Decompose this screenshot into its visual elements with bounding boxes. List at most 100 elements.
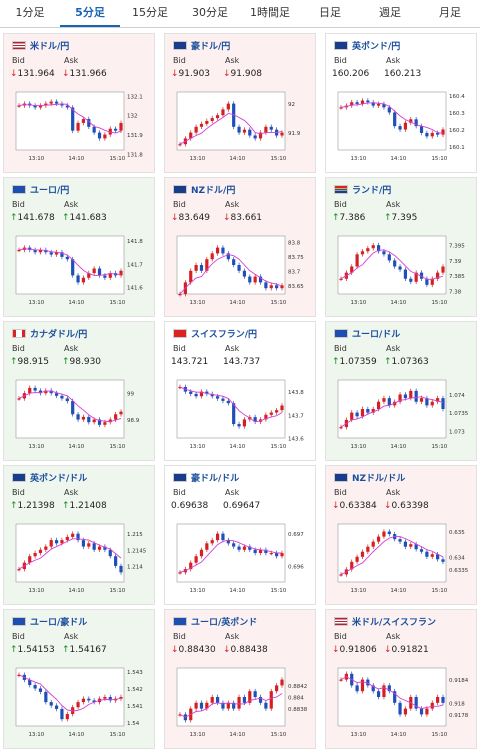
tab-1[interactable]: 5分足 (60, 0, 120, 27)
pair-card[interactable]: ユーロ/豪ドル Bid Ask ↑1.54153 ↑1.54167 1.543 1.542 1… (3, 609, 155, 749)
candle-body (87, 273, 91, 278)
candle-body (199, 265, 204, 271)
pair-name[interactable]: スイスフラン/円 (191, 330, 258, 340)
candle-body (60, 540, 64, 544)
pair-card[interactable]: ユーロ/英ポンド Bid Ask ↓0.88430 ↓0.88438 0.8842 0.88… (164, 609, 316, 749)
price-chart[interactable]: 141.8 141.7 141.6 13:10 14:10 15:10 (12, 232, 150, 308)
candle-body (76, 275, 80, 283)
tab-7[interactable]: 月足 (439, 6, 461, 19)
pair-card[interactable]: 英ポンド/円 Bid Ask 160.206 160.213 160.4 160.3 160.… (325, 33, 477, 173)
price-chart[interactable]: 0.635 0.634 0.6335 13:10 14:10 15:10 (334, 520, 472, 596)
pair-name[interactable]: ユーロ/英ポンド (191, 618, 258, 628)
flag-icon (334, 329, 348, 338)
pair-name[interactable]: 豪ドル/ドル (191, 474, 240, 484)
pair-card[interactable]: ユーロ/円 Bid Ask ↑141.678 ↑141.683 141.8 141.7 141… (3, 177, 155, 317)
plot-area (176, 523, 286, 583)
pair-name[interactable]: NZドル/円 (191, 186, 236, 196)
x-tick-label: 14:10 (68, 732, 84, 738)
pair-card[interactable]: ユーロ/ドル Bid Ask ↑1.07359 ↑1.07363 1.074 1.0735 1… (325, 321, 477, 461)
candle-body (38, 549, 43, 553)
pair-card[interactable]: ランド/円 Bid Ask ↑7.386 ↑7.395 7.395 7.39 7.385 7.3… (325, 177, 477, 317)
pair-card[interactable]: 豪ドル/ドル Bid Ask 0.69638 0.69647 0.697 0.696 13:1… (164, 465, 316, 605)
candle-body (275, 410, 279, 413)
price-chart[interactable]: 1.215 1.2145 1.214 13:10 14:10 15:10 (12, 520, 150, 596)
price-chart[interactable]: 1.074 1.0735 1.073 13:10 14:10 15:10 (334, 376, 472, 452)
price-chart[interactable]: 132.1 132 131.9 131.8 13:10 14:10 15:10 (12, 88, 150, 164)
bid-label: Bid (173, 488, 186, 497)
pair-name[interactable]: 豪ドル/円 (191, 42, 231, 52)
bid-value: 0.63384 (339, 501, 377, 511)
x-tick-label: 15:10 (109, 588, 125, 594)
plot-area (337, 379, 447, 439)
bid-value: 141.678 (17, 213, 55, 223)
pair-name[interactable]: 英ポンド/ドル (30, 474, 88, 484)
price-chart[interactable]: 1.543 1.542 1.541 1.54 13:10 14:10 15:10 (12, 664, 150, 740)
down-arrow-icon: ↓ (332, 645, 340, 655)
candle-body (398, 539, 402, 542)
price-chart[interactable]: 7.395 7.39 7.385 7.38 13:10 14:10 15:10 (334, 232, 472, 308)
pair-name[interactable]: 米ドル/スイスフラン (352, 618, 437, 628)
pair-name[interactable]: 英ポンド/円 (352, 42, 401, 52)
bid-ask-values: ↑141.678 ↑141.683 (10, 213, 114, 223)
price-chart[interactable]: 92 91.9 13:10 14:10 15:10 (173, 88, 311, 164)
tab-3[interactable]: 30分足 (192, 6, 228, 19)
candle-body (360, 679, 365, 692)
pair-card[interactable]: スイスフラン/円 Bid Ask 143.721 143.737 143.8 143.7 14… (164, 321, 316, 461)
candle-body (253, 549, 257, 553)
candle-body (87, 416, 91, 423)
tab-5[interactable]: 日足 (319, 6, 341, 19)
pair-card[interactable]: NZドル/円 Bid Ask ↓83.649 ↓83.661 83.8 83.75 83.7 8… (164, 177, 316, 317)
pair-name[interactable]: カナダドル/円 (30, 330, 88, 340)
pair-card[interactable]: 米ドル/円 Bid Ask ↓131.964 ↓131.966 132.1 132 131.9… (3, 33, 155, 173)
pair-name[interactable]: NZドル/ドル (352, 474, 406, 484)
y-tick-label: 0.8838 (288, 707, 308, 713)
x-tick-label: 13:10 (189, 156, 205, 162)
ask-value: 0.63398 (391, 501, 429, 511)
candle-body (54, 101, 59, 104)
tab-2[interactable]: 15分足 (132, 6, 168, 19)
tab-6[interactable]: 週足 (379, 6, 401, 19)
candle-body (189, 562, 193, 570)
y-tick-label: 141.6 (127, 286, 143, 292)
ask-value: 83.661 (230, 213, 263, 223)
tab-0[interactable]: 1分足 (15, 6, 45, 19)
candle-body (242, 129, 247, 133)
y-tick-label: 83.8 (288, 240, 301, 246)
candle-body (248, 129, 252, 136)
flag-icon (12, 329, 26, 338)
flag-icon (173, 473, 187, 482)
candle-body (280, 405, 284, 411)
price-chart[interactable]: 0.697 0.696 13:10 14:10 15:10 (173, 520, 311, 596)
candle-body (44, 249, 48, 253)
pair-name[interactable]: ユーロ/ドル (352, 330, 401, 340)
candle-body (382, 398, 386, 402)
x-tick-label: 13:10 (350, 156, 366, 162)
price-chart[interactable]: 0.8842 0.884 0.8838 13:10 14:10 15:10 (173, 664, 311, 740)
tab-4[interactable]: 1時間足 (250, 6, 290, 19)
pair-name[interactable]: ユーロ/豪ドル (30, 618, 88, 628)
bid-label: Bid (173, 632, 186, 641)
bid-ask-values: ↓0.91806 ↓0.91821 (332, 645, 436, 655)
pair-name[interactable]: ランド/円 (352, 186, 392, 196)
price-chart[interactable]: 143.8 143.7 143.6 13:10 14:10 15:10 (173, 376, 311, 452)
candle-body (44, 390, 48, 394)
price-chart[interactable]: 83.8 83.75 83.7 83.65 13:10 14:10 15:10 (173, 232, 311, 308)
down-arrow-icon: ↓ (171, 645, 179, 655)
ask-value: 7.395 (391, 213, 418, 223)
pair-card[interactable]: 豪ドル/円 Bid Ask ↓91.903 ↓91.908 92 91.9 13:10 14:1… (164, 33, 316, 173)
pair-card[interactable]: 米ドル/スイスフラン Bid Ask ↓0.91806 ↓0.91821 0.9184 0.… (325, 609, 477, 749)
candle-body (430, 702, 434, 709)
pair-name[interactable]: ユーロ/円 (30, 186, 70, 196)
pair-card[interactable]: 英ポンド/ドル Bid Ask ↑1.21398 ↑1.21408 1.215 1.2145… (3, 465, 155, 605)
price-chart[interactable]: 0.9184 0.918 0.9178 13:10 14:10 15:10 (334, 664, 472, 740)
candle-body (425, 708, 429, 715)
price-chart[interactable]: 160.4 160.3 160.2 160.1 13:10 14:10 15:10 (334, 88, 472, 164)
candle-body (76, 702, 80, 708)
pair-card[interactable]: カナダドル/円 Bid Ask ↑98.915 ↑98.930 99 98.9 13:10 14… (3, 321, 155, 461)
pair-card[interactable]: NZドル/ドル Bid Ask ↓0.63384 ↓0.63398 0.635 0.634 0… (325, 465, 477, 605)
candle-body (119, 122, 123, 131)
plot-area (176, 235, 286, 295)
price-chart[interactable]: 99 98.9 13:10 14:10 15:10 (12, 376, 150, 452)
pair-name[interactable]: 米ドル/円 (30, 42, 70, 52)
candle-body (215, 247, 220, 254)
